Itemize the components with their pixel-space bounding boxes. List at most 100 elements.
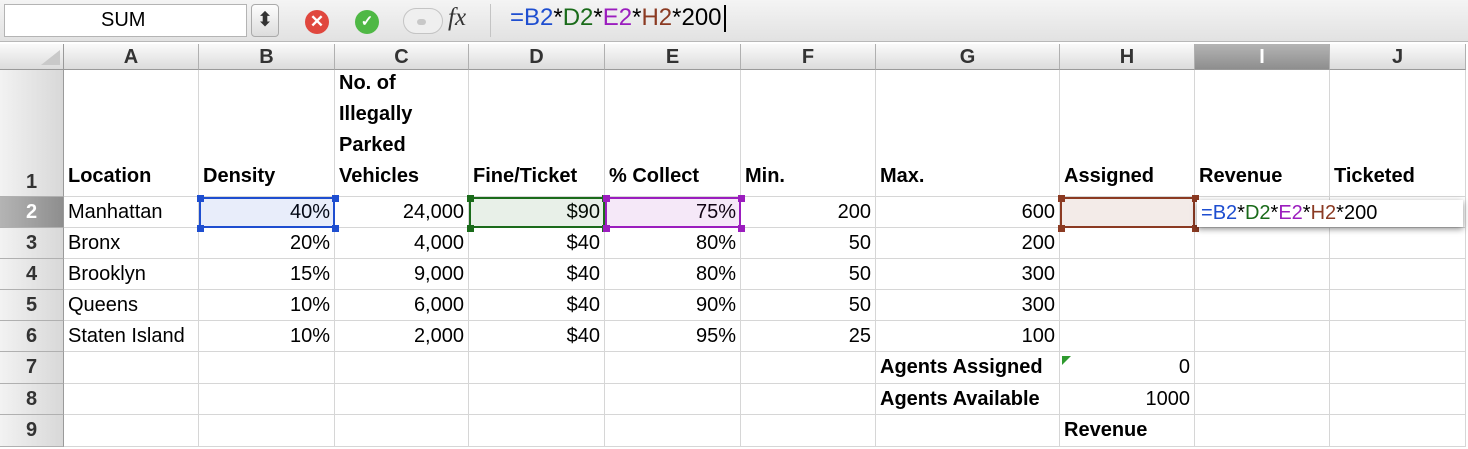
cell-g8[interactable]: Agents Available xyxy=(876,384,1060,415)
cell-i4[interactable] xyxy=(1195,259,1330,290)
cell-d8[interactable] xyxy=(469,384,605,415)
cell-c2[interactable]: 24,000 xyxy=(335,197,469,228)
cell-f1[interactable]: Min. xyxy=(741,70,876,197)
cell-b5[interactable]: 10% xyxy=(199,290,335,321)
cell-f6[interactable]: 25 xyxy=(741,321,876,352)
column-header-c[interactable]: C xyxy=(335,44,469,70)
cell-d3[interactable]: $40 xyxy=(469,228,605,259)
cell-g7[interactable]: Agents Assigned xyxy=(876,352,1060,384)
cell-a4[interactable]: Brooklyn xyxy=(64,259,199,290)
cell-d4[interactable]: $40 xyxy=(469,259,605,290)
cell-f2[interactable]: 200 xyxy=(741,197,876,228)
cell-e7[interactable] xyxy=(605,352,741,384)
select-all-corner[interactable] xyxy=(0,44,64,70)
cell-g1[interactable]: Max. xyxy=(876,70,1060,197)
column-header-h[interactable]: H xyxy=(1060,44,1195,70)
cell-b3[interactable]: 20% xyxy=(199,228,335,259)
cell-c7[interactable] xyxy=(335,352,469,384)
cell-h4[interactable] xyxy=(1060,259,1195,290)
cell-c1[interactable]: No. of Illegally Parked Vehicles xyxy=(335,70,469,197)
cell-f9[interactable] xyxy=(741,415,876,447)
cell-h3[interactable] xyxy=(1060,228,1195,259)
cell-h7[interactable]: 0 xyxy=(1060,352,1195,384)
cell-a5[interactable]: Queens xyxy=(64,290,199,321)
cell-j6[interactable] xyxy=(1330,321,1466,352)
cell-h9[interactable]: Revenue xyxy=(1060,415,1195,447)
cancel-icon[interactable]: ✕ xyxy=(305,10,329,34)
cell-f7[interactable] xyxy=(741,352,876,384)
cell-c4[interactable]: 9,000 xyxy=(335,259,469,290)
cell-f8[interactable] xyxy=(741,384,876,415)
cell-d5[interactable]: $40 xyxy=(469,290,605,321)
column-header-d[interactable]: D xyxy=(469,44,605,70)
cell-j7[interactable] xyxy=(1330,352,1466,384)
cell-a2[interactable]: Manhattan xyxy=(64,197,199,228)
cell-i3[interactable] xyxy=(1195,228,1330,259)
cell-b7[interactable] xyxy=(199,352,335,384)
cell-a1[interactable]: Location xyxy=(64,70,199,197)
column-header-g[interactable]: G xyxy=(876,44,1060,70)
cell-a9[interactable] xyxy=(64,415,199,447)
cell-g3[interactable]: 200 xyxy=(876,228,1060,259)
cell-e3[interactable]: 80% xyxy=(605,228,741,259)
cell-i8[interactable] xyxy=(1195,384,1330,415)
cell-h6[interactable] xyxy=(1060,321,1195,352)
cell-g9[interactable] xyxy=(876,415,1060,447)
cell-e8[interactable] xyxy=(605,384,741,415)
cell-i1[interactable]: Revenue xyxy=(1195,70,1330,197)
cell-f4[interactable]: 50 xyxy=(741,259,876,290)
cell-b9[interactable] xyxy=(199,415,335,447)
cell-a6[interactable]: Staten Island xyxy=(64,321,199,352)
cell-a8[interactable] xyxy=(64,384,199,415)
cell-c3[interactable]: 4,000 xyxy=(335,228,469,259)
cell-j9[interactable] xyxy=(1330,415,1466,447)
cell-h8[interactable]: 1000 xyxy=(1060,384,1195,415)
column-header-j[interactable]: J xyxy=(1330,44,1466,70)
cell-g6[interactable]: 100 xyxy=(876,321,1060,352)
cell-b6[interactable]: 10% xyxy=(199,321,335,352)
column-header-b[interactable]: B xyxy=(199,44,335,70)
enter-icon[interactable]: ✓ xyxy=(355,10,379,34)
row-header-1[interactable]: 1 xyxy=(0,70,64,197)
cell-j8[interactable] xyxy=(1330,384,1466,415)
row-header-9[interactable]: 9 xyxy=(0,415,64,447)
cell-d1[interactable]: Fine/Ticket xyxy=(469,70,605,197)
cell-g2[interactable]: 600 xyxy=(876,197,1060,228)
cell-j3[interactable] xyxy=(1330,228,1466,259)
cell-d6[interactable]: $40 xyxy=(469,321,605,352)
cell-c6[interactable]: 2,000 xyxy=(335,321,469,352)
cell-d7[interactable] xyxy=(469,352,605,384)
cell-i6[interactable] xyxy=(1195,321,1330,352)
column-header-e[interactable]: E xyxy=(605,44,741,70)
cell-e6[interactable]: 95% xyxy=(605,321,741,352)
row-header-8[interactable]: 8 xyxy=(0,384,64,415)
in-cell-formula-editor[interactable]: =B2*D2*E2*H2*200 xyxy=(1197,200,1463,227)
cell-f3[interactable]: 50 xyxy=(741,228,876,259)
cell-b2[interactable]: 40% xyxy=(199,197,335,228)
cell-a7[interactable] xyxy=(64,352,199,384)
formula-builder-toggle[interactable] xyxy=(403,8,443,34)
cell-d9[interactable] xyxy=(469,415,605,447)
cell-d2[interactable]: $90 xyxy=(469,197,605,228)
cell-e1[interactable]: % Collect xyxy=(605,70,741,197)
cell-b1[interactable]: Density xyxy=(199,70,335,197)
row-header-3[interactable]: 3 xyxy=(0,228,64,259)
cell-j2[interactable] xyxy=(1330,197,1466,228)
cell-a3[interactable]: Bronx xyxy=(64,228,199,259)
cell-e5[interactable]: 90% xyxy=(605,290,741,321)
row-header-2[interactable]: 2 xyxy=(0,197,64,228)
cell-b4[interactable]: 15% xyxy=(199,259,335,290)
cell-f5[interactable]: 50 xyxy=(741,290,876,321)
cell-j4[interactable] xyxy=(1330,259,1466,290)
row-header-5[interactable]: 5 xyxy=(0,290,64,321)
column-header-i[interactable]: I xyxy=(1195,44,1330,70)
cell-c9[interactable] xyxy=(335,415,469,447)
row-header-4[interactable]: 4 xyxy=(0,259,64,290)
cell-i7[interactable] xyxy=(1195,352,1330,384)
name-box-stepper-icon[interactable]: ⬍ xyxy=(251,4,279,37)
cell-h2[interactable] xyxy=(1060,197,1195,228)
cell-i9[interactable] xyxy=(1195,415,1330,447)
cell-b8[interactable] xyxy=(199,384,335,415)
column-header-f[interactable]: F xyxy=(741,44,876,70)
column-header-a[interactable]: A xyxy=(64,44,199,70)
